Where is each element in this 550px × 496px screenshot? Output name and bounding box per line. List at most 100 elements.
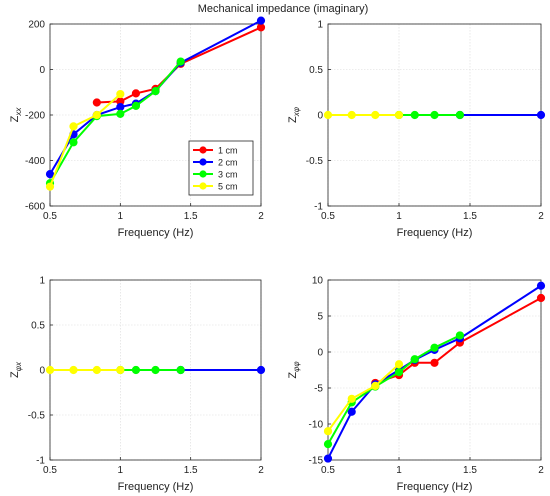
data-point (256, 16, 266, 25)
data-point (323, 110, 333, 120)
y-tick-label: 0 (39, 65, 45, 76)
y-tick-label: -1 (314, 202, 323, 213)
axes-frame (327, 279, 542, 461)
data-point (347, 407, 356, 416)
y-axis-label: Zxφ (287, 107, 301, 123)
x-tick-label: 0.5 (43, 465, 57, 476)
x-tick-label: 1 (396, 211, 402, 222)
data-point (323, 440, 333, 449)
x-tick-label: 2 (258, 465, 264, 476)
data-point (455, 110, 465, 120)
data-point (116, 109, 125, 118)
y-tick-label: -0.5 (28, 411, 46, 422)
legend-marker (199, 170, 207, 178)
legend: 1 cm 2 cm 3 cm 5 cm (188, 140, 254, 196)
x-tick-label: 0.5 (321, 211, 335, 222)
legend-item: 2 cm (193, 158, 238, 168)
series-line (327, 363, 400, 432)
series-5-cm (45, 365, 125, 375)
x-tick-label: 2 (538, 211, 544, 222)
y-tick-label: 1 (39, 276, 45, 287)
y-tick-label: -600 (25, 202, 45, 213)
data-point (536, 281, 546, 290)
data-point (371, 110, 380, 120)
x-tick-label: 1 (118, 465, 124, 476)
y-tick-label: -10 (309, 420, 324, 431)
x-tick-label: 2 (258, 211, 264, 222)
y-tick-label: -1 (36, 456, 45, 467)
y-tick-label: 10 (312, 276, 324, 287)
y-tick-label: -200 (25, 111, 45, 122)
data-point (323, 427, 333, 436)
data-point (45, 170, 55, 179)
x-tick-label: 1.5 (463, 465, 477, 476)
y-tick-label: -5 (314, 384, 323, 395)
x-tick-label: 1.5 (184, 465, 198, 476)
data-point (131, 101, 141, 111)
subplot-zphix: 0.5 1 1.5 2 -1 -0.5 0 0.5 1 Frequency (Hz) Zφx (9, 276, 266, 493)
x-tick-label: 0.5 (43, 211, 57, 222)
plot-area (328, 280, 541, 460)
legend-label: 2 cm (218, 158, 238, 168)
data-point (536, 110, 546, 120)
x-tick-label: 1.5 (184, 211, 198, 222)
y-tick-label: 5 (317, 312, 323, 323)
data-point (430, 343, 439, 352)
y-tick-label: 0 (317, 111, 323, 122)
legend-item: 5 cm (193, 182, 238, 192)
x-tick-label: 1 (118, 211, 124, 222)
y-tick-label: 0 (317, 348, 323, 359)
series-5-cm (323, 360, 404, 436)
data-point (69, 122, 78, 131)
y-tick-label: -400 (25, 156, 45, 167)
data-point (131, 89, 141, 98)
data-point (69, 365, 78, 375)
legend-marker (199, 158, 207, 166)
series-5-cm (45, 89, 125, 191)
data-point (347, 394, 356, 403)
data-point (430, 358, 439, 367)
data-point (92, 98, 101, 107)
data-point (116, 89, 125, 99)
data-point (394, 368, 404, 377)
legend-marker (199, 182, 207, 190)
data-point (430, 110, 439, 120)
data-point (116, 102, 125, 112)
y-axis-label: Zφx (9, 361, 23, 378)
figure-title: Mechanical impedance (imaginary) (198, 3, 369, 15)
y-axis-label: Zxx (9, 107, 23, 123)
data-point (394, 110, 404, 120)
legend-label: 1 cm (218, 146, 238, 156)
data-point (151, 87, 160, 96)
data-point (256, 365, 266, 375)
y-tick-label: 0.5 (309, 65, 323, 76)
data-point (176, 57, 185, 66)
data-point (394, 360, 404, 369)
data-point (45, 182, 55, 191)
legend-label: 3 cm (218, 170, 238, 180)
series-line (374, 297, 542, 384)
y-tick-label: 0 (39, 366, 45, 377)
data-point (536, 293, 546, 303)
data-point (176, 365, 185, 375)
data-point (92, 365, 101, 375)
x-axis-label: Frequency (Hz) (397, 227, 473, 239)
data-point (92, 110, 101, 120)
data-point (371, 381, 380, 390)
data-point (131, 365, 141, 375)
series-5-cm (323, 110, 404, 120)
y-tick-label: -15 (309, 456, 324, 467)
data-point (410, 110, 419, 120)
subplot-zxphi: 0.5 1 1.5 2 -1 -0.5 0 0.5 1 Frequency (Hz) Zxφ (287, 20, 546, 239)
legend-marker (199, 146, 207, 154)
data-point (455, 331, 465, 340)
data-point (256, 23, 266, 32)
series-line (49, 93, 121, 188)
legend-item: 1 cm (193, 146, 238, 156)
y-tick-label: 1 (317, 20, 323, 31)
x-tick-label: 0.5 (321, 465, 335, 476)
x-tick-label: 2 (538, 465, 544, 476)
y-axis-label: Zφφ (287, 361, 301, 378)
y-tick-label: 0.5 (31, 321, 45, 332)
